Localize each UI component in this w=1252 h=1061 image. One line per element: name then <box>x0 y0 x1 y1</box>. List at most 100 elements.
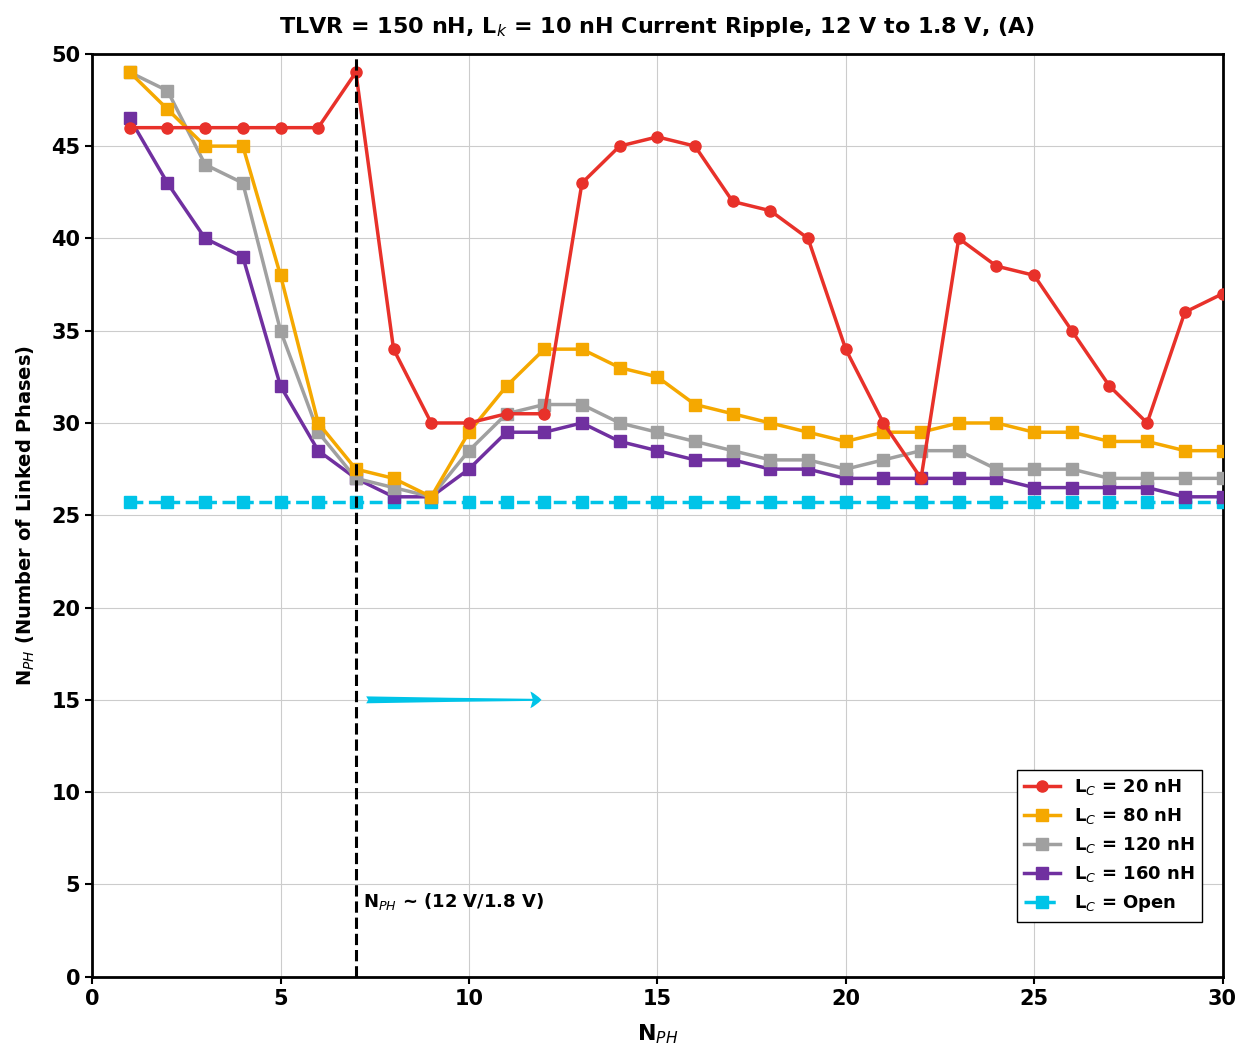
L$_C$ = 80 nH <box>1139 435 1154 448</box>
L$_C$ = 20 nH <box>537 407 552 420</box>
L$_C$ = 160 nH <box>500 425 515 438</box>
L$_C$ = 20 nH <box>500 407 515 420</box>
L$_C$ = 80 nH <box>160 103 175 116</box>
L$_C$ = 20 nH <box>348 66 363 79</box>
L$_C$ = 160 nH <box>914 472 929 485</box>
L$_C$ = 80 nH <box>725 407 740 420</box>
L$_C$ = 20 nH <box>762 205 777 218</box>
L$_C$ = 120 nH <box>1214 472 1229 485</box>
L$_C$ = Open <box>1214 495 1229 508</box>
L$_C$ = Open <box>1102 495 1117 508</box>
L$_C$ = Open <box>1139 495 1154 508</box>
L$_C$ = 160 nH <box>650 445 665 457</box>
L$_C$ = Open <box>650 495 665 508</box>
L$_C$ = Open <box>575 495 590 508</box>
Text: N$_{PH}$ ~ (12 V/1.8 V): N$_{PH}$ ~ (12 V/1.8 V) <box>363 891 545 912</box>
L$_C$ = Open <box>310 495 326 508</box>
L$_C$ = 20 nH <box>687 140 702 153</box>
L$_C$ = Open <box>537 495 552 508</box>
L$_C$ = 80 nH <box>123 66 138 79</box>
L$_C$ = 160 nH <box>273 380 288 393</box>
L$_C$ = 120 nH <box>423 490 438 503</box>
L$_C$ = 20 nH <box>386 343 401 355</box>
L$_C$ = 160 nH <box>612 435 627 448</box>
L$_C$ = 80 nH <box>500 380 515 393</box>
L$_C$ = 160 nH <box>762 463 777 475</box>
L$_C$ = 120 nH <box>310 425 326 438</box>
Line: L$_C$ = 160 nH: L$_C$ = 160 nH <box>124 112 1228 502</box>
L$_C$ = 120 nH <box>500 407 515 420</box>
L$_C$ = 80 nH <box>989 417 1004 430</box>
Line: L$_C$ = 20 nH: L$_C$ = 20 nH <box>124 67 1228 484</box>
L$_C$ = Open <box>235 495 250 508</box>
L$_C$ = 120 nH <box>462 445 477 457</box>
L$_C$ = 120 nH <box>989 463 1004 475</box>
L$_C$ = 80 nH <box>687 398 702 411</box>
L$_C$ = 20 nH <box>1177 306 1192 318</box>
L$_C$ = 20 nH <box>876 417 891 430</box>
L$_C$ = 20 nH <box>914 472 929 485</box>
L$_C$ = 120 nH <box>838 463 853 475</box>
L$_C$ = Open <box>123 495 138 508</box>
L$_C$ = 120 nH <box>198 158 213 171</box>
Legend: L$_C$ = 20 nH, L$_C$ = 80 nH, L$_C$ = 120 nH, L$_C$ = 160 nH, L$_C$ = Open: L$_C$ = 20 nH, L$_C$ = 80 nH, L$_C$ = 12… <box>1017 770 1202 922</box>
L$_C$ = 160 nH <box>386 490 401 503</box>
L$_C$ = 80 nH <box>838 435 853 448</box>
X-axis label: N$_{PH}$: N$_{PH}$ <box>636 1023 679 1046</box>
L$_C$ = 20 nH <box>1214 288 1229 300</box>
L$_C$ = Open <box>386 495 401 508</box>
L$_C$ = 20 nH <box>1027 268 1042 281</box>
L$_C$ = 120 nH <box>348 472 363 485</box>
L$_C$ = 120 nH <box>914 445 929 457</box>
L$_C$ = 20 nH <box>650 131 665 143</box>
L$_C$ = Open <box>876 495 891 508</box>
L$_C$ = 80 nH <box>800 425 815 438</box>
L$_C$ = 20 nH <box>1102 380 1117 393</box>
L$_C$ = 80 nH <box>650 370 665 383</box>
L$_C$ = 120 nH <box>650 425 665 438</box>
L$_C$ = 80 nH <box>1177 445 1192 457</box>
L$_C$ = 120 nH <box>1027 463 1042 475</box>
L$_C$ = 120 nH <box>1102 472 1117 485</box>
L$_C$ = Open <box>800 495 815 508</box>
L$_C$ = Open <box>273 495 288 508</box>
L$_C$ = 120 nH <box>762 453 777 466</box>
L$_C$ = Open <box>1177 495 1192 508</box>
L$_C$ = 160 nH <box>198 232 213 245</box>
L$_C$ = 80 nH <box>235 140 250 153</box>
L$_C$ = 160 nH <box>160 177 175 190</box>
L$_C$ = 160 nH <box>1139 482 1154 494</box>
L$_C$ = 120 nH <box>273 325 288 337</box>
Line: L$_C$ = Open: L$_C$ = Open <box>124 497 1228 508</box>
L$_C$ = Open <box>762 495 777 508</box>
L$_C$ = 80 nH <box>1064 425 1079 438</box>
L$_C$ = 80 nH <box>537 343 552 355</box>
L$_C$ = 160 nH <box>310 445 326 457</box>
L$_C$ = 160 nH <box>725 453 740 466</box>
L$_C$ = Open <box>160 495 175 508</box>
L$_C$ = 120 nH <box>1177 472 1192 485</box>
L$_C$ = 20 nH <box>800 232 815 245</box>
L$_C$ = 80 nH <box>310 417 326 430</box>
L$_C$ = 120 nH <box>725 445 740 457</box>
L$_C$ = Open <box>348 495 363 508</box>
L$_C$ = 160 nH <box>838 472 853 485</box>
L$_C$ = 20 nH <box>273 121 288 134</box>
L$_C$ = 20 nH <box>235 121 250 134</box>
L$_C$ = 120 nH <box>612 417 627 430</box>
L$_C$ = 20 nH <box>160 121 175 134</box>
L$_C$ = 120 nH <box>1139 472 1154 485</box>
L$_C$ = 80 nH <box>348 463 363 475</box>
L$_C$ = 20 nH <box>575 177 590 190</box>
L$_C$ = Open <box>423 495 438 508</box>
L$_C$ = Open <box>1064 495 1079 508</box>
L$_C$ = Open <box>838 495 853 508</box>
L$_C$ = 20 nH <box>310 121 326 134</box>
L$_C$ = 80 nH <box>198 140 213 153</box>
L$_C$ = 80 nH <box>914 425 929 438</box>
L$_C$ = 120 nH <box>123 66 138 79</box>
L$_C$ = Open <box>725 495 740 508</box>
L$_C$ = 120 nH <box>386 482 401 494</box>
L$_C$ = 120 nH <box>235 177 250 190</box>
L$_C$ = 20 nH <box>989 260 1004 273</box>
